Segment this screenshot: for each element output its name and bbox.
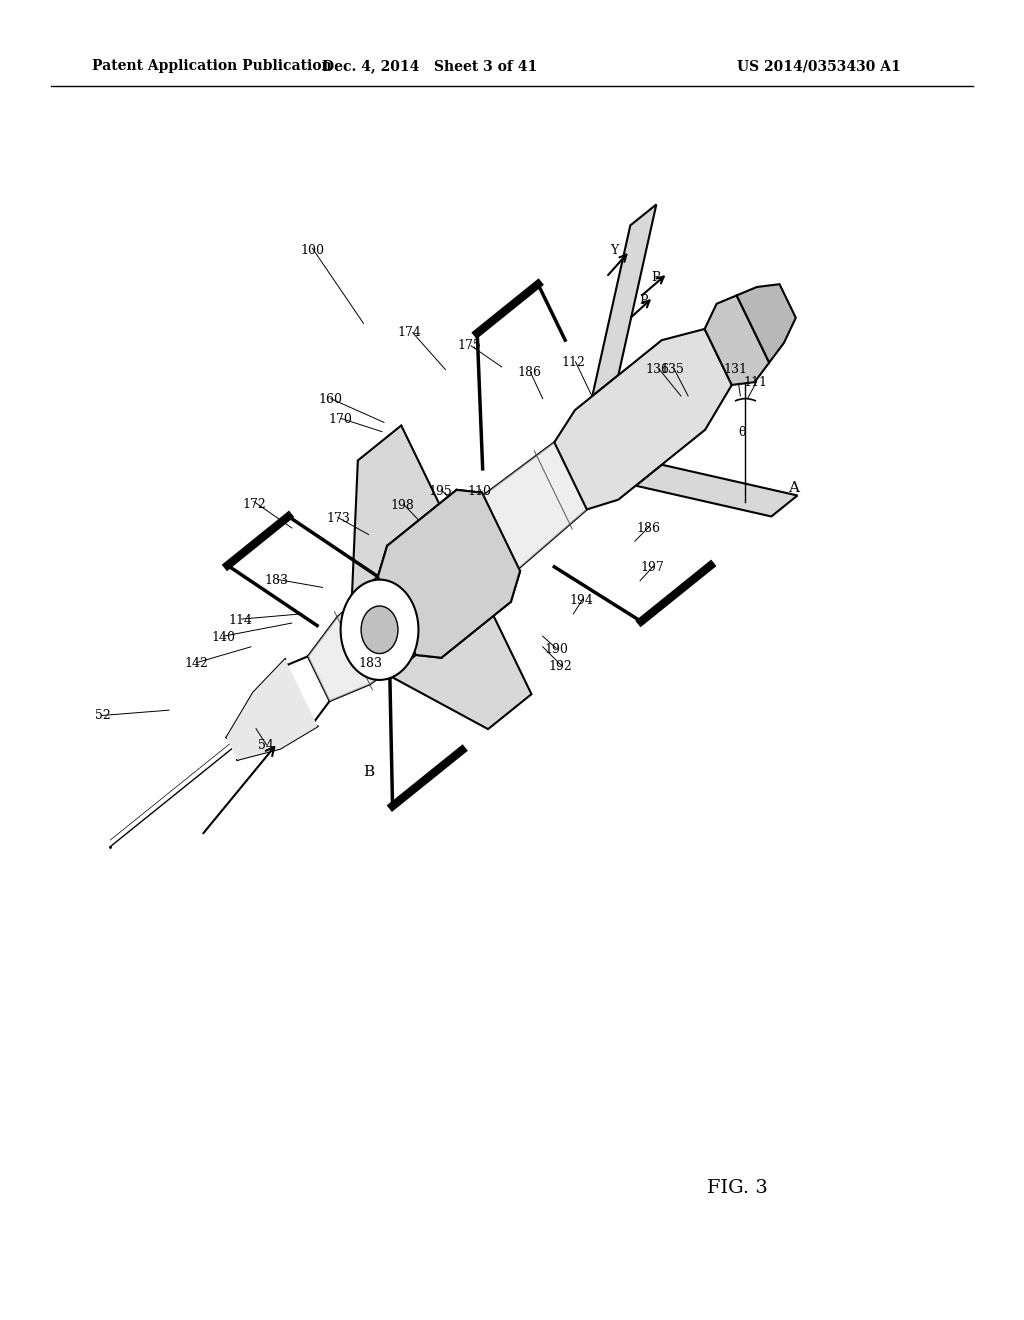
Text: 174: 174 (397, 326, 422, 339)
Text: 112: 112 (561, 356, 586, 370)
Text: 186: 186 (636, 521, 660, 535)
Text: 170: 170 (328, 413, 352, 426)
Polygon shape (705, 296, 769, 385)
Text: 173: 173 (326, 512, 350, 525)
Text: Y: Y (610, 244, 618, 257)
Text: 140: 140 (211, 631, 236, 644)
Text: 175: 175 (457, 339, 481, 352)
Text: R: R (651, 271, 662, 284)
Text: B: B (364, 766, 374, 779)
Polygon shape (390, 599, 531, 729)
Text: 142: 142 (184, 657, 209, 671)
Text: 131: 131 (723, 363, 748, 376)
Text: 136: 136 (645, 363, 670, 376)
Text: 195: 195 (428, 484, 453, 498)
Text: FIG. 3: FIG. 3 (707, 1179, 768, 1197)
Text: 160: 160 (318, 393, 343, 407)
Text: P: P (639, 294, 647, 308)
Text: 100: 100 (300, 244, 325, 257)
Polygon shape (308, 442, 587, 701)
Polygon shape (736, 284, 796, 363)
Polygon shape (226, 659, 317, 760)
Text: 186: 186 (517, 366, 542, 379)
Text: 110: 110 (467, 484, 492, 498)
Text: 172: 172 (242, 498, 266, 511)
Polygon shape (592, 205, 656, 396)
Text: 111: 111 (743, 376, 768, 389)
Text: Dec. 4, 2014   Sheet 3 of 41: Dec. 4, 2014 Sheet 3 of 41 (323, 59, 538, 74)
Text: US 2014/0353430 A1: US 2014/0353430 A1 (737, 59, 901, 74)
Circle shape (361, 606, 398, 653)
Text: Patent Application Publication: Patent Application Publication (92, 59, 332, 74)
Circle shape (341, 579, 419, 680)
Polygon shape (378, 490, 520, 657)
Text: 190: 190 (544, 643, 568, 656)
Text: 54: 54 (258, 739, 274, 752)
Text: 183: 183 (358, 657, 383, 671)
Text: 114: 114 (228, 614, 253, 627)
Polygon shape (636, 465, 798, 516)
Polygon shape (352, 425, 447, 598)
Text: 194: 194 (569, 594, 594, 607)
Polygon shape (554, 329, 732, 510)
Text: 135: 135 (660, 363, 685, 376)
Text: 183: 183 (264, 574, 289, 587)
Text: 198: 198 (390, 499, 415, 512)
Text: 197: 197 (640, 561, 665, 574)
Text: 52: 52 (94, 709, 111, 722)
Text: θ: θ (738, 426, 746, 440)
Text: A: A (788, 482, 799, 495)
Text: 192: 192 (548, 660, 572, 673)
